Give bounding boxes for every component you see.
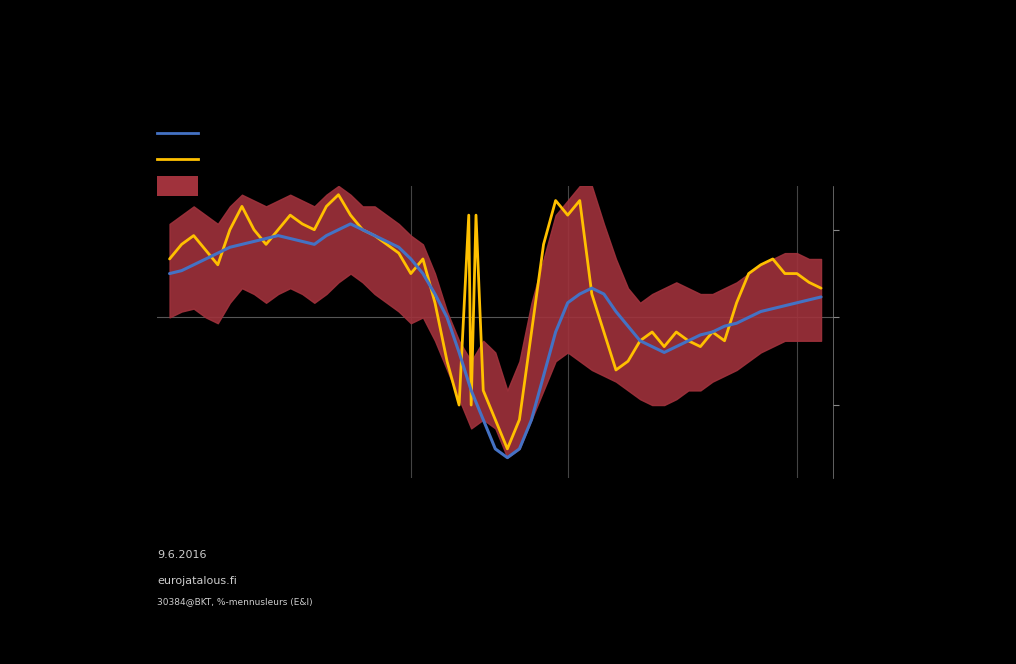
Text: eurojatalous.fi: eurojatalous.fi (157, 576, 238, 586)
Text: 30384@BKT, %-mennusleurs (E&I): 30384@BKT, %-mennusleurs (E&I) (157, 597, 313, 606)
Text: 9.6.2016: 9.6.2016 (157, 550, 207, 560)
